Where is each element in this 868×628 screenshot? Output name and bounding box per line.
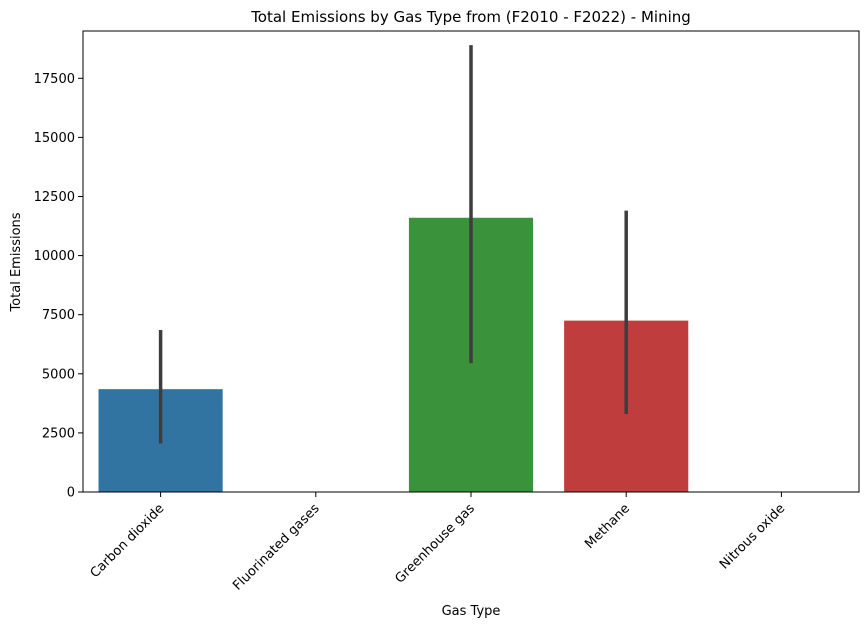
- x-tick-label: Greenhouse gas: [392, 501, 478, 587]
- x-tick-label: Methane: [582, 501, 633, 552]
- x-axis: Carbon dioxide Fluorinated gases Greenhous…: [88, 492, 788, 594]
- y-axis-label: Total Emissions: [9, 212, 24, 312]
- x-tick-label: Carbon dioxide: [88, 501, 168, 581]
- bars-group: [98, 217, 689, 492]
- y-tick-label: 17500: [34, 72, 75, 87]
- chart-title: Total Emissions by Gas Type from (F2010 …: [250, 8, 691, 26]
- y-tick-label: 7500: [42, 308, 75, 323]
- x-tick-label: Nitrous oxide: [717, 501, 788, 572]
- plot-frame: [82, 30, 860, 493]
- y-axis: 0 2500 5000 7500 10000 12500 15000 17500: [34, 72, 83, 501]
- y-tick-label: 10000: [34, 249, 75, 264]
- y-tick-label: 0: [67, 486, 75, 501]
- x-tick-label: Fluorinated gases: [230, 501, 323, 594]
- y-tick-label: 12500: [34, 190, 75, 205]
- y-tick-label: 5000: [42, 367, 75, 382]
- y-tick-label: 2500: [42, 426, 75, 441]
- x-axis-label: Gas Type: [442, 604, 501, 619]
- error-bars-group: [158, 45, 628, 444]
- y-tick-label: 15000: [34, 131, 75, 146]
